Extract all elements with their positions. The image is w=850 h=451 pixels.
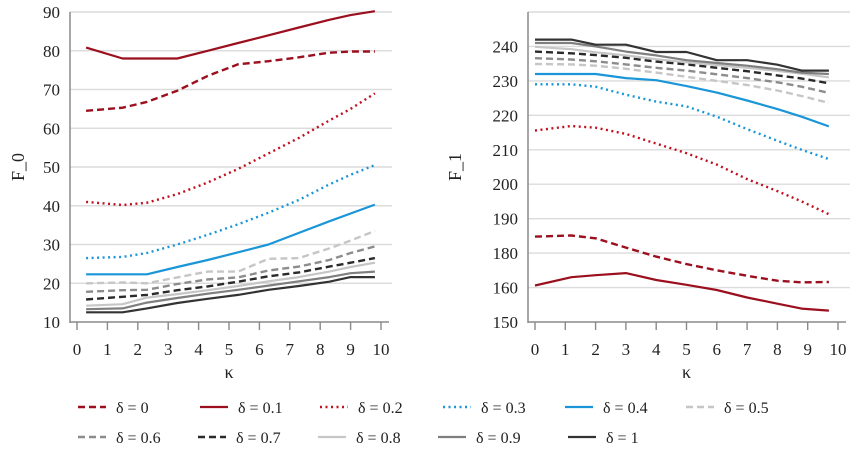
legend-item: δ = 0 <box>78 400 149 417</box>
series-line--0-9 <box>535 41 829 76</box>
series-line--0-5 <box>86 229 376 285</box>
legend-label: δ = 0.9 <box>476 430 521 447</box>
series-line--0-1 <box>534 272 829 312</box>
x-tick-label: 1 <box>103 340 112 359</box>
y-tick-label: 180 <box>493 244 519 263</box>
x-tick-label: 3 <box>622 340 631 359</box>
y-tick-label: 160 <box>493 279 519 298</box>
x-tick-label: 9 <box>803 340 812 359</box>
legend-item: δ = 0.7 <box>198 430 281 447</box>
x-tick-label: 5 <box>225 340 234 359</box>
y-axis-title: F_0 <box>8 153 28 181</box>
y-tick-label: 210 <box>493 141 519 160</box>
y-tick-label: 190 <box>493 210 519 229</box>
series-line--0-6 <box>86 245 376 293</box>
legend-label: δ = 0.2 <box>358 400 403 417</box>
series-line--0 <box>534 234 829 284</box>
x-tick-label: 0 <box>531 340 540 359</box>
x-tick-label: 4 <box>194 340 203 359</box>
legend-item: δ = 0.1 <box>200 400 283 417</box>
x-tick-label: 1 <box>561 340 570 359</box>
chart-f0: 10 20 30 40 50 60 70 80 90 0 1 2 3 4 5 6 7 8 9 10 κ F_0 <box>8 3 392 382</box>
legend-item: δ = 1 <box>568 430 639 447</box>
y-tick-label: 10 <box>43 313 60 332</box>
x-tick-label: 0 <box>73 340 82 359</box>
legend-item: δ = 0.2 <box>320 400 403 417</box>
y-tick-label: 150 <box>493 313 519 332</box>
y-tick-label: 200 <box>493 175 519 194</box>
x-tick-label: 10 <box>830 340 847 359</box>
y-tick-label: 90 <box>43 3 60 22</box>
legend-label: δ = 1 <box>606 430 639 447</box>
series-line--0-2 <box>85 92 376 207</box>
legend: δ = 0 δ = 0.1 δ = 0.2 δ = 0.3 δ = 0.4 δ = 0.5… <box>78 400 769 447</box>
legend-label: δ = 0 <box>116 400 149 417</box>
legend-label: δ = 0.8 <box>356 430 401 447</box>
x-tick-label: 10 <box>373 340 390 359</box>
x-tick-label: 6 <box>713 340 722 359</box>
x-tick-label: 2 <box>134 340 143 359</box>
series-line--0-4 <box>535 72 830 128</box>
legend-item: δ = 0.6 <box>78 430 161 447</box>
y-tick-label: 60 <box>43 119 60 138</box>
legend-label: δ = 0.1 <box>238 400 283 417</box>
x-tick-label: 8 <box>316 340 325 359</box>
series-line--0-9 <box>86 270 375 311</box>
legend-item: δ = 0.3 <box>443 400 526 417</box>
y-tick-label: 240 <box>493 37 519 56</box>
legend-label: δ = 0.5 <box>724 400 769 417</box>
series-line--0-8 <box>534 45 830 79</box>
y-tick-label: 220 <box>493 106 519 125</box>
legend-item: δ = 0.8 <box>318 430 401 447</box>
y-tick-label: 230 <box>493 72 519 91</box>
x-axis-title: κ <box>224 362 233 382</box>
series-line--0-1 <box>85 10 376 60</box>
x-tick-label: 2 <box>591 340 600 359</box>
legend-item: δ = 0.4 <box>565 400 648 417</box>
chart-f1: 150 160 180 190 200 210 220 230 240 0 1 2 3 4 5 6 7 8 9 10 κ… <box>445 11 850 382</box>
x-tick-label: 9 <box>346 340 355 359</box>
series-line--0-4 <box>86 203 376 276</box>
x-axis-title: κ <box>682 362 691 382</box>
x-tick-label: 7 <box>743 340 752 359</box>
x-tick-label: 8 <box>773 340 782 359</box>
legend-item: δ = 0.9 <box>438 430 521 447</box>
y-axis-title: F_1 <box>445 153 465 181</box>
x-tick-label: 4 <box>652 340 661 359</box>
legend-item: δ = 0.5 <box>686 400 769 417</box>
x-tick-label: 6 <box>255 340 264 359</box>
x-tick-label: 7 <box>286 340 295 359</box>
y-tick-label: 50 <box>43 158 60 177</box>
y-tick-label: 40 <box>43 197 60 216</box>
series-line--1 <box>86 276 375 314</box>
series-line--0-3 <box>535 83 830 161</box>
y-tick-label: 30 <box>43 236 60 255</box>
y-tick-label: 80 <box>43 42 60 61</box>
legend-label: δ = 0.6 <box>116 430 161 447</box>
legend-label: δ = 0.7 <box>236 430 281 447</box>
series-line--0 <box>85 50 375 112</box>
x-tick-label: 5 <box>682 340 691 359</box>
legend-label: δ = 0.3 <box>481 400 526 417</box>
y-tick-label: 20 <box>43 274 60 293</box>
series-line--1 <box>535 38 829 72</box>
series-line--0-2 <box>534 124 830 216</box>
y-tick-label: 70 <box>43 81 60 100</box>
legend-label: δ = 0.4 <box>603 400 648 417</box>
series-line--0-3 <box>86 163 376 260</box>
x-tick-label: 3 <box>164 340 173 359</box>
series-line--0-8 <box>86 261 376 307</box>
